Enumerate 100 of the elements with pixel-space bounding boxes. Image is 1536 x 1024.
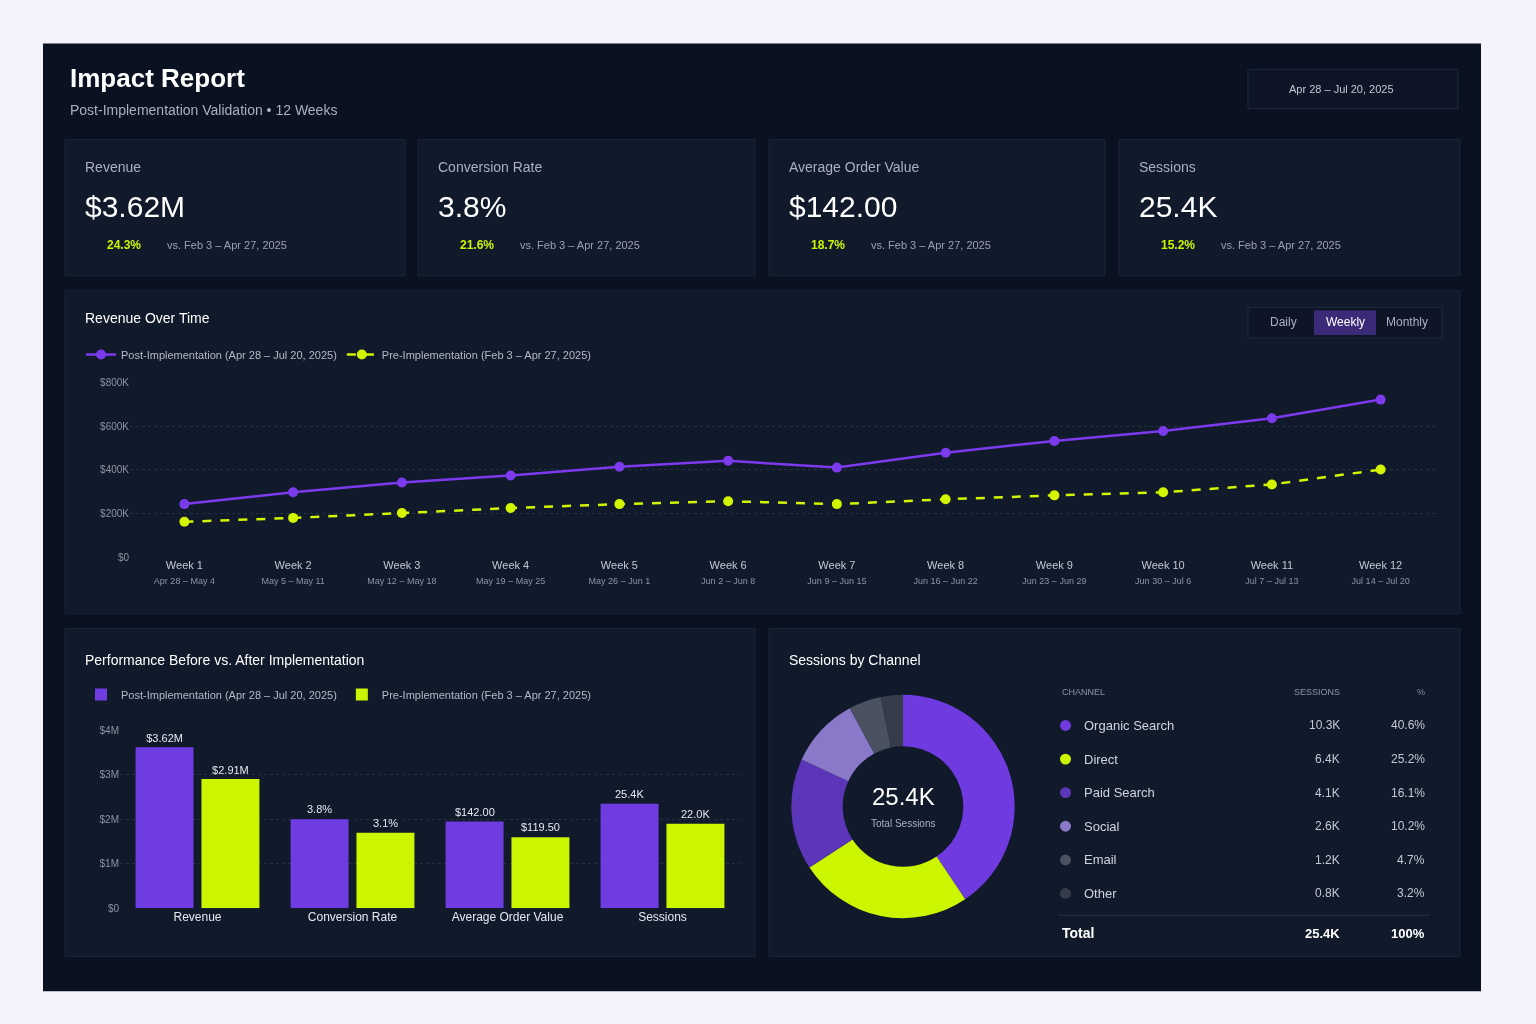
x-tick-label: Week 12 Jul 14 – Jul 20 (1351, 559, 1410, 586)
text: Impact Report (70, 63, 246, 93)
annotation: 3.1% (373, 817, 399, 829)
point (1375, 394, 1386, 405)
y-tick-label: $1M (99, 858, 119, 870)
x-tick-label: Average Order Value (451, 910, 564, 925)
chart-title: Revenue Over Time (85, 310, 210, 326)
text: 25.4K (1139, 190, 1218, 223)
annotation: 22.0K (681, 808, 711, 820)
y-tick-label: $2M (99, 813, 119, 825)
bar (356, 832, 415, 909)
text: 0.8K (1315, 886, 1340, 900)
data-label: 3.2% (1397, 886, 1425, 900)
point (723, 496, 734, 507)
text: 2.6K (1315, 819, 1340, 833)
x-tick-label: Week 2 May 5 – May 11 (261, 559, 325, 586)
text: Weekly (1326, 315, 1366, 329)
x-tick-label: Week 10 Jun 30 – Jul 6 (1135, 559, 1192, 586)
data-label: $2.91M (212, 763, 249, 776)
legend-label: Organic Search (1084, 718, 1175, 733)
point (179, 516, 190, 527)
point (723, 455, 734, 466)
point (940, 494, 951, 505)
text: Total Sessions (871, 818, 936, 829)
x-tick-label: Revenue (173, 910, 222, 925)
text: 18.7% (811, 238, 846, 252)
donut-slice (791, 759, 853, 868)
text: 1.2K (1315, 853, 1340, 867)
annotation: $119.50 (521, 821, 560, 833)
data-label: 4.7% (1397, 853, 1425, 867)
text: vs. Feb 3 – Apr 27, 2025 (167, 239, 287, 251)
annotation: 25.4K (615, 788, 645, 800)
text: 15.2% (1161, 238, 1196, 252)
text: 25.4K (872, 783, 935, 810)
point (505, 470, 516, 481)
text: 6.4K (1315, 752, 1340, 766)
data-label: 16.1% (1391, 786, 1426, 800)
x-tick-label: Week 1 Apr 28 – May 4 (153, 559, 215, 586)
text: CHANNEL (1062, 687, 1106, 697)
y-tick-label: $800K (100, 377, 130, 389)
point (288, 512, 299, 523)
text: vs. Feb 3 – Apr 27, 2025 (1221, 239, 1341, 251)
point (288, 487, 299, 498)
point (396, 477, 407, 488)
donut-slice (809, 839, 966, 919)
text: 21.6% (460, 238, 495, 252)
legend-label: Other (1084, 886, 1118, 901)
point (179, 499, 190, 510)
point (614, 499, 625, 510)
y-tick-label: $3M (99, 769, 119, 781)
y-tick-label: $200K (100, 508, 130, 520)
text: % (1417, 687, 1426, 697)
point (1049, 435, 1060, 446)
text: 25.4K (1305, 926, 1341, 941)
text: 10.3K (1309, 718, 1341, 732)
category-label: Conversion Rate (438, 159, 543, 175)
text: 3.8% (438, 190, 507, 223)
point (940, 447, 951, 458)
y-tick-label: $0 (107, 902, 120, 914)
x-tick-label: Sessions (638, 910, 687, 925)
bar (201, 778, 260, 909)
y-tick-label: $4M (99, 724, 119, 736)
x-tick-label: Week 8 Jun 16 – Jun 22 (913, 559, 978, 586)
x-tick-label: Week 3 May 12 – May 18 (367, 559, 437, 586)
text: $3.62M (85, 190, 186, 223)
data-label: 25.2% (1391, 752, 1426, 766)
legend-label: Post-Implementation (Apr 28 – Jul 20, 2025) (121, 348, 337, 361)
text: 100% (1391, 926, 1425, 941)
category-label: Average Order Value (789, 159, 920, 175)
text: Apr 28 – Jul 20, 2025 (1289, 83, 1394, 95)
text: 24.3% (107, 238, 142, 252)
point (396, 508, 407, 519)
point (1266, 479, 1277, 490)
point (1049, 490, 1060, 501)
text: $142.00 (789, 190, 898, 223)
text: SESSIONS (1294, 687, 1341, 697)
donut-slice (880, 694, 903, 748)
legend-label: Social (1084, 819, 1120, 834)
point (1266, 413, 1277, 424)
bar (511, 837, 570, 909)
data-label: 40.6% (1391, 718, 1426, 732)
legend-label: Post-Implementation (Apr 28 – Jul 20, 2025) (121, 688, 337, 701)
x-tick-label: Week 4 May 19 – May 25 (476, 559, 546, 586)
category-label: Revenue (85, 159, 142, 175)
y-tick-label: $600K (100, 420, 130, 432)
bar (666, 823, 725, 909)
y-tick-label: $400K (100, 464, 130, 476)
point (614, 461, 625, 472)
category-label: Sessions (1139, 159, 1196, 175)
legend-label: Pre-Implementation (Feb 3 – Apr 27, 2025) (381, 348, 591, 361)
x-tick-label: Week 9 Jun 23 – Jun 29 (1022, 559, 1087, 586)
bar (290, 819, 349, 909)
data-label: $3.62M (146, 732, 183, 745)
donut-slice (801, 708, 875, 782)
legend-label: Email (1084, 852, 1117, 867)
text: Monthly (1386, 315, 1429, 329)
point (831, 462, 842, 473)
bar (445, 821, 504, 909)
bar (135, 747, 194, 909)
annotation: 3.8% (307, 803, 333, 815)
